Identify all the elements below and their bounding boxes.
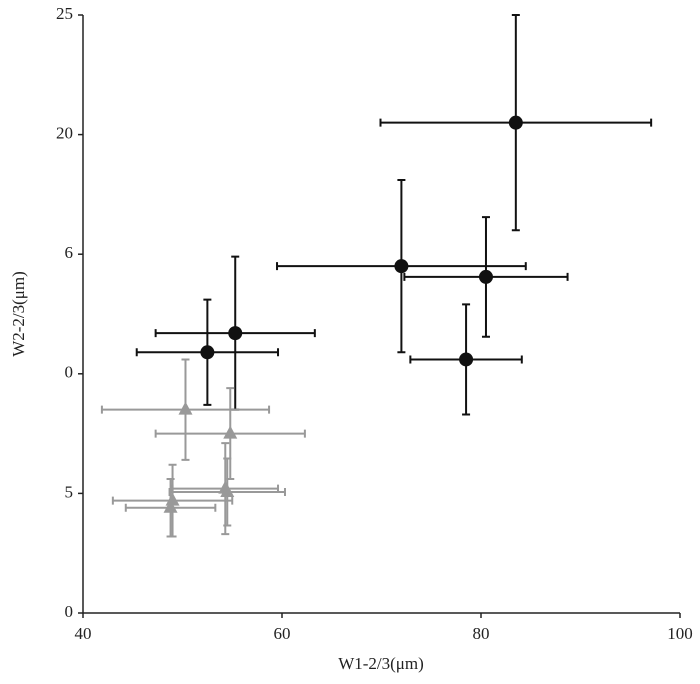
y-tick-label: 5 xyxy=(65,482,74,501)
y-tick-label: 25 xyxy=(56,4,73,23)
point xyxy=(394,259,409,274)
x-axis-label: W1-2/3(μm) xyxy=(338,654,424,673)
point xyxy=(508,115,523,130)
error-bar xyxy=(100,358,271,461)
x-tick-label: 60 xyxy=(274,624,291,643)
point xyxy=(163,499,178,513)
point xyxy=(459,352,474,367)
point xyxy=(178,401,193,415)
y-axis-label: W2-2/3(μm) xyxy=(9,271,28,357)
y-tick-label: 20 xyxy=(56,124,73,143)
x-tick-label: 40 xyxy=(75,624,92,643)
y-tick-label: 0 xyxy=(65,602,74,621)
point xyxy=(220,483,235,497)
point xyxy=(223,425,238,439)
x-tick-label: 100 xyxy=(667,624,693,643)
point xyxy=(478,269,493,284)
y-tick-label: 0 xyxy=(65,363,74,382)
error-bar xyxy=(124,478,217,538)
point xyxy=(228,326,243,341)
x-tick-label: 80 xyxy=(473,624,490,643)
point xyxy=(200,345,215,360)
y-tick-label: 6 xyxy=(65,243,74,262)
point xyxy=(165,492,180,506)
